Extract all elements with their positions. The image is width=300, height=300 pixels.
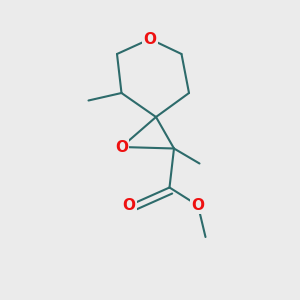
Text: O: O: [191, 198, 205, 213]
Text: O: O: [115, 140, 128, 154]
Text: O: O: [143, 32, 157, 46]
Text: O: O: [122, 198, 136, 213]
